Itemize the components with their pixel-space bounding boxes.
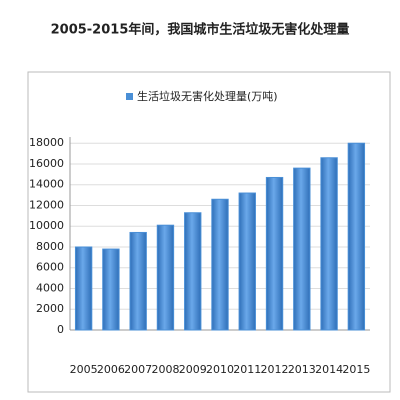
x-tick-label: 2013: [288, 363, 316, 376]
y-tick-label: 6000: [36, 261, 64, 274]
x-tick-label: 2015: [342, 363, 370, 376]
bar: [265, 176, 284, 331]
bar: [293, 167, 311, 331]
x-tick-label: 2010: [206, 363, 234, 376]
y-tick-label: 10000: [29, 219, 64, 232]
bar: [347, 142, 366, 331]
y-tick-label: 8000: [36, 240, 64, 253]
legend-label: 生活垃圾无害化处理量(万吨): [137, 89, 278, 103]
bar: [102, 248, 120, 331]
x-tick-label: 2014: [315, 363, 343, 376]
bar: [320, 157, 338, 331]
x-tick-label: 2006: [97, 363, 125, 376]
x-tick-label: 2009: [179, 363, 207, 376]
x-tick-label: 2008: [151, 363, 179, 376]
y-tick-label: 14000: [29, 178, 64, 191]
bar: [238, 192, 256, 331]
x-tick-label: 2005: [70, 363, 98, 376]
bar: [74, 246, 93, 331]
y-tick-label: 18000: [29, 136, 64, 149]
y-tick-label: 16000: [29, 157, 64, 170]
bar: [184, 212, 202, 331]
x-tick-label: 2007: [124, 363, 152, 376]
bar: [211, 198, 229, 331]
bar: [129, 231, 147, 331]
chart-frame: [27, 71, 391, 393]
y-tick-label: 2000: [36, 302, 64, 315]
chart-title: 2005-2015年间，我国城市生活垃圾无害化处理量: [51, 22, 350, 38]
y-tick-label: 12000: [29, 198, 64, 211]
x-tick-label: 2011: [233, 363, 261, 376]
y-tick-label: 4000: [36, 281, 64, 294]
y-tick-label: 0: [57, 323, 64, 336]
bar: [156, 224, 175, 331]
legend-swatch: [126, 93, 133, 100]
x-tick-label: 2012: [261, 363, 289, 376]
